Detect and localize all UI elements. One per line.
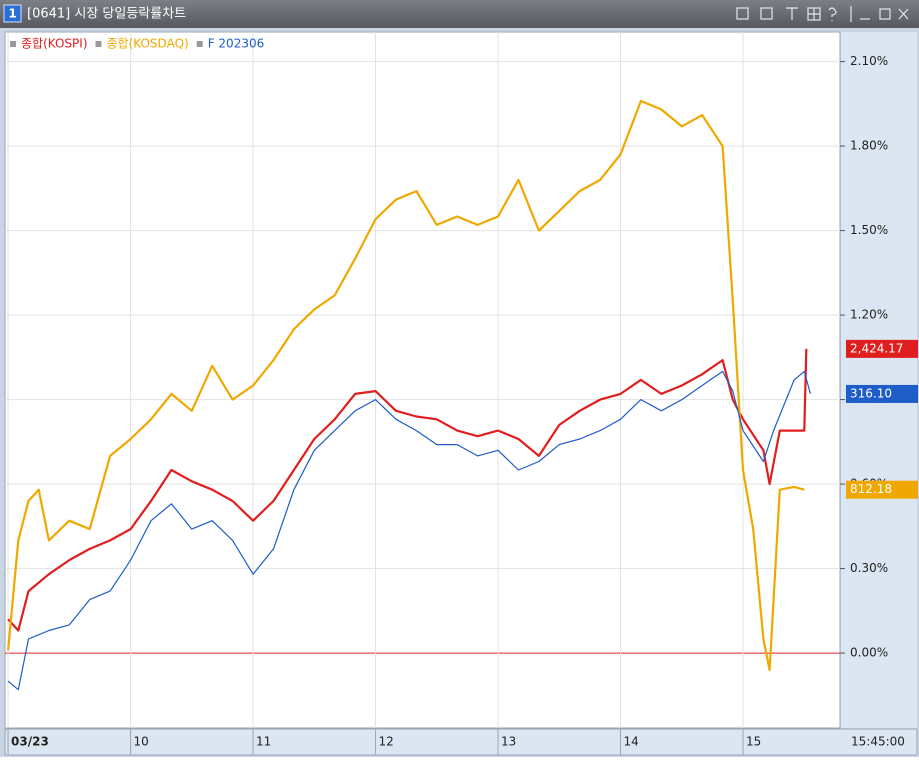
y-tick-label: 1.50% xyxy=(850,223,888,237)
x-tick-label: 15 xyxy=(746,735,761,749)
y-tick-label: 1.20% xyxy=(850,308,888,322)
last-value-label: 316.10 xyxy=(850,386,892,400)
legend-swatch xyxy=(196,41,203,47)
legend-swatch xyxy=(95,41,102,47)
window-number: 1 xyxy=(8,7,16,21)
title-bar xyxy=(0,0,919,28)
series-line xyxy=(7,99,805,672)
last-value-badge xyxy=(846,339,918,358)
x-tick-label: 14 xyxy=(624,735,639,749)
x-tick-label: 11 xyxy=(256,735,271,749)
plot-area xyxy=(4,31,841,729)
grid xyxy=(5,32,845,755)
last-value-badge xyxy=(846,480,918,499)
x-axis-panel xyxy=(4,728,918,756)
y-tick-label: 0.30% xyxy=(850,561,888,575)
x-tick-label: 13 xyxy=(501,735,516,749)
x-tick-label: 10 xyxy=(134,735,149,749)
legend: 종합(KOSPI) 종합(KOSDAQ) F 202306 xyxy=(10,37,264,51)
y-tick-label: 2.10% xyxy=(850,54,888,68)
lines xyxy=(7,99,811,691)
legend-label: F 202306 xyxy=(208,37,265,51)
series-line xyxy=(7,348,808,632)
x-tick-label: 12 xyxy=(379,735,394,749)
last-value-label: 812.18 xyxy=(850,482,892,496)
last-value-label: 2,424.17 xyxy=(850,341,903,355)
legend-swatch xyxy=(10,41,16,47)
legend-label: 종합(KOSDAQ) xyxy=(107,37,189,51)
time-label: 15:45:00 xyxy=(851,735,905,749)
y-axis-panel xyxy=(841,32,917,728)
window-badge xyxy=(3,4,22,23)
window-title: [0641] 시장 당일등락률차트 xyxy=(27,7,186,22)
x-tick-label: 03/23 xyxy=(11,735,49,749)
toolbar-icons[interactable] xyxy=(736,6,909,22)
last-value-badge xyxy=(846,384,918,403)
labels: 0.00%0.30%0.60%0.90%1.20%1.50%1.80%2.10%… xyxy=(11,54,918,749)
legend-label: 종합(KOSPI) xyxy=(21,37,88,51)
y-tick-label: 1.80% xyxy=(850,139,888,153)
series-line xyxy=(7,370,811,691)
y-tick-label: 0.00% xyxy=(850,646,888,660)
